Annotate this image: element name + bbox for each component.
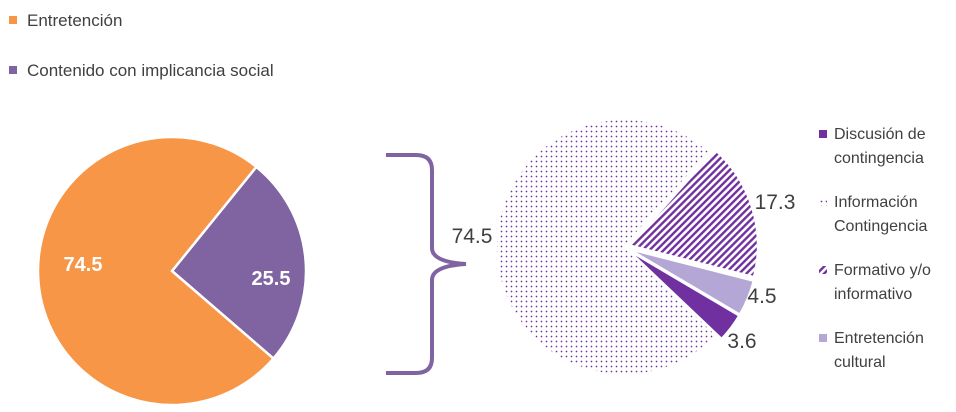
legend-label-informacion-contingencia-line1: Información: [834, 194, 918, 211]
legend-swatch-social: [9, 66, 17, 74]
data-label-contenido-con-implicancia-social: 25.5: [252, 268, 291, 290]
legend-label-formativo-y-o-informativo-line1: Formativo y/o: [834, 262, 931, 279]
bracket-connector: 74.5: [386, 153, 493, 375]
pie-slice-entretencion: [36, 135, 276, 407]
legend-label-entretencion-cultural-line2: cultural: [834, 354, 886, 371]
pie-chart-main: 25.5 74.5: [36, 135, 308, 407]
pie-slice-formativo-y-o-informativo: [627, 148, 759, 279]
breakdown-legend: Discusión de contingencia Información Conti…: [819, 126, 931, 371]
pie-slice-discusion-de-contingencia: [628, 249, 741, 341]
pie-slice-contenido-con-implicancia-social: [170, 165, 308, 361]
legend-swatch-informacion-contingencia: [819, 198, 827, 206]
data-label-formativo-y-o-informativo: 17.3: [755, 191, 796, 214]
legend-swatch-discusion-de-contingencia: [819, 130, 827, 138]
legend-label-informacion-contingencia-line2: Contingencia: [834, 218, 928, 235]
top-legend: Entretención Contenido con implicancia s…: [9, 11, 274, 80]
pie-slice-entretencion-cultural: [629, 248, 755, 316]
bracket-shape: [386, 153, 467, 375]
pie-slice-informacion-contingencia: [495, 118, 719, 376]
data-label-discusion-de-contingencia: 3.6: [727, 330, 756, 353]
legend-swatch-entretencion-cultural: [819, 334, 827, 342]
data-label-entretencion: 74.5: [64, 254, 103, 276]
legend-label-entretencion-cultural-line1: Entretención: [834, 330, 924, 347]
legend-label-discusion-de-contingencia-line2: contingencia: [834, 150, 924, 167]
legend-label-formativo-y-o-informativo-line2: informativo: [834, 286, 912, 303]
legend-swatch-entretencion: [9, 16, 17, 24]
legend-label-discusion-de-contingencia-line1: Discusión de: [834, 126, 926, 143]
legend-swatch-formativo-y-o-informativo: [819, 266, 827, 274]
data-label-entretencion-cultural: 4.5: [747, 285, 776, 308]
pie-chart-breakdown: 17.3 4.5 3.6: [495, 118, 796, 376]
legend-label-social: Contenido con implicancia social: [27, 61, 274, 80]
bracket-label: 74.5: [452, 225, 493, 248]
legend-label-entretencion: Entretención: [27, 11, 122, 30]
